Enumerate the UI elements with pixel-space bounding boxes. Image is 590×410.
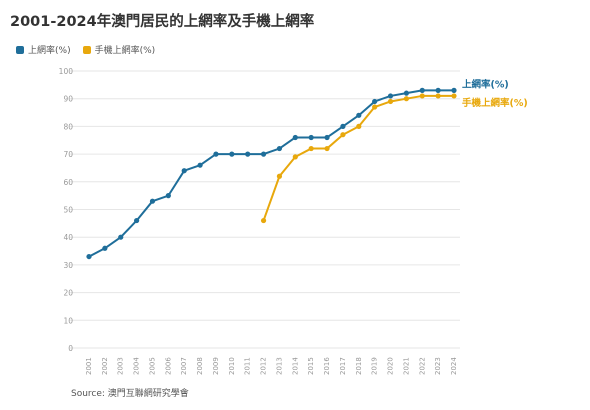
data-point[interactable]	[260, 217, 267, 224]
data-point[interactable]	[356, 112, 362, 118]
data-point[interactable]	[324, 145, 330, 152]
data-point[interactable]	[308, 145, 314, 152]
data-point[interactable]	[356, 123, 362, 129]
series-end-label: 上網率(%)	[462, 78, 509, 90]
x-tick-label: 2001	[85, 357, 93, 375]
x-tick-label: 2006	[164, 357, 172, 375]
data-point[interactable]	[403, 96, 409, 102]
y-tick-label: 0	[68, 344, 73, 353]
x-tick-label: 2017	[339, 357, 347, 375]
x-tick-label: 2010	[228, 357, 236, 375]
data-point[interactable]	[149, 198, 156, 204]
legend-swatch-mobile	[82, 45, 91, 54]
y-tick-label: 90	[63, 95, 73, 104]
y-tick-label: 10	[63, 316, 73, 325]
x-tick-label: 2021	[402, 357, 410, 375]
data-point[interactable]	[435, 93, 441, 99]
data-point[interactable]	[181, 168, 187, 174]
x-tick-label: 2014	[291, 357, 299, 375]
x-tick-label: 2023	[434, 357, 442, 375]
data-point[interactable]	[372, 104, 378, 110]
data-point[interactable]	[340, 132, 346, 138]
x-tick-label: 2008	[196, 357, 204, 375]
legend-item-mobile[interactable]: 手機上網率(%)	[82, 43, 156, 56]
legend-label-internet: 上網率(%)	[28, 46, 71, 56]
legend-label-mobile: 手機上網率(%)	[94, 46, 156, 56]
data-point[interactable]	[197, 162, 203, 168]
data-point[interactable]	[308, 134, 314, 141]
y-tick-label: 40	[63, 233, 73, 242]
x-tick-label: 2004	[133, 357, 141, 375]
data-point[interactable]	[419, 93, 425, 99]
y-tick-label: 50	[63, 206, 73, 215]
data-point[interactable]	[451, 93, 457, 99]
data-point[interactable]	[229, 151, 235, 157]
data-point[interactable]	[276, 173, 283, 179]
y-tick-label: 100	[59, 67, 74, 76]
data-point[interactable]	[387, 93, 394, 99]
source-note: Source: 澳門互聯網研究學會	[71, 389, 189, 399]
x-tick-label: 2016	[323, 357, 331, 375]
data-point[interactable]	[387, 98, 394, 105]
data-point[interactable]	[245, 151, 251, 157]
data-point[interactable]	[276, 145, 283, 152]
data-point[interactable]	[403, 90, 409, 96]
x-tick-label: 2003	[117, 357, 125, 375]
data-point[interactable]	[102, 245, 108, 251]
data-point[interactable]	[134, 217, 140, 224]
data-point[interactable]	[451, 87, 457, 93]
legend: 上網率(%) 手機上網率(%)	[16, 43, 155, 56]
x-tick-label: 2005	[148, 357, 156, 375]
data-point[interactable]	[165, 193, 171, 199]
x-tick-label: 2013	[275, 357, 283, 375]
data-point[interactable]	[118, 234, 124, 240]
legend-swatch-internet	[16, 45, 24, 54]
x-tick-label: 2020	[387, 357, 395, 375]
x-tick-label: 2002	[101, 357, 109, 375]
legend-item-internet[interactable]: 上網率(%)	[16, 43, 71, 56]
y-tick-label: 20	[63, 289, 73, 298]
data-point[interactable]	[86, 253, 92, 260]
x-tick-label: 2011	[244, 357, 252, 375]
y-tick-label: 70	[63, 150, 73, 159]
y-tick-label: 60	[63, 178, 73, 187]
data-point[interactable]	[260, 151, 267, 157]
data-point[interactable]	[324, 134, 330, 141]
x-tick-label: 2022	[418, 357, 426, 375]
data-point[interactable]	[340, 123, 346, 129]
y-tick-label: 30	[63, 261, 73, 270]
data-point[interactable]	[435, 87, 441, 93]
data-point[interactable]	[292, 154, 298, 160]
x-tick-label: 2019	[371, 357, 379, 375]
x-tick-label: 2012	[260, 357, 268, 375]
x-tick-label: 2009	[212, 357, 220, 375]
data-point[interactable]	[292, 134, 298, 141]
data-point[interactable]	[213, 151, 219, 157]
x-tick-label: 2024	[450, 357, 458, 375]
x-tick-label: 2007	[180, 357, 188, 375]
y-tick-label: 80	[63, 122, 73, 131]
chart-title: 2001-2024年澳門居民的上網率及手機上網率	[10, 14, 315, 30]
data-point[interactable]	[419, 87, 425, 93]
x-tick-label: 2015	[307, 357, 315, 375]
data-point[interactable]	[372, 98, 378, 105]
x-tick-label: 2018	[355, 357, 363, 375]
series-line-0	[88, 89, 455, 258]
series-end-label: 手機上網率(%)	[462, 97, 528, 109]
